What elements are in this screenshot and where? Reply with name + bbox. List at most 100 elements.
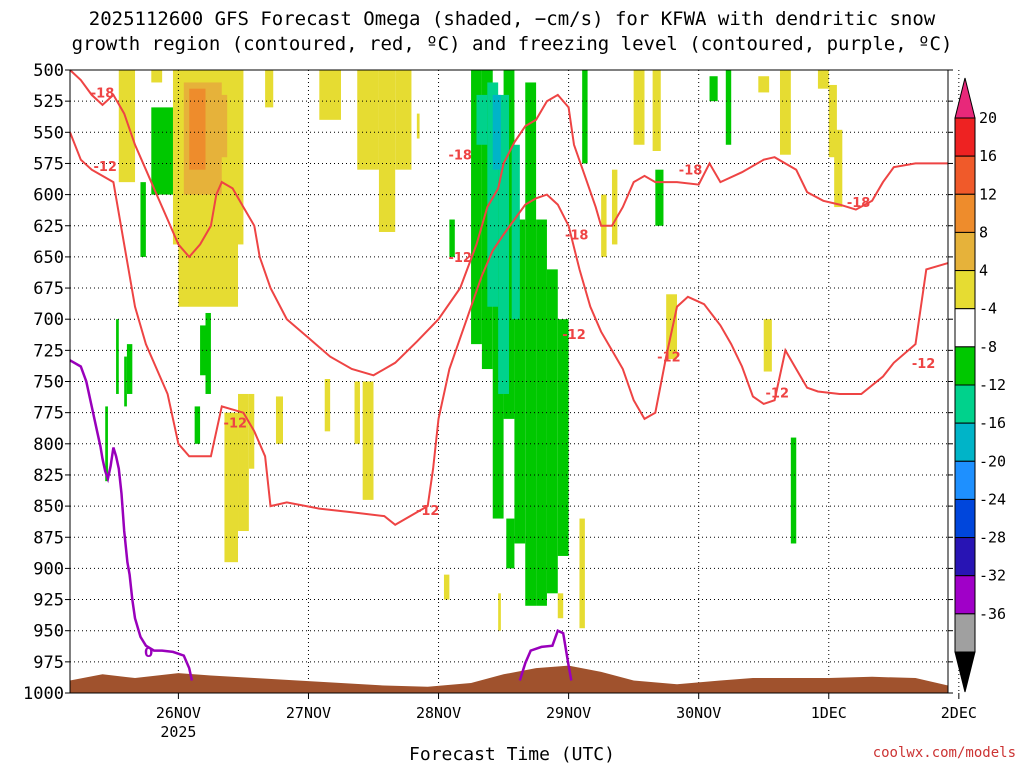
omega-shade-cell xyxy=(579,518,585,629)
colorbar-swatch xyxy=(954,460,976,500)
dgz-contour-line xyxy=(69,69,948,377)
omega-shade-cell xyxy=(557,319,569,556)
contour-label-red: -18 xyxy=(565,228,589,243)
y-tick-label: 600 xyxy=(33,186,64,206)
contour-label-red: -18 xyxy=(91,86,115,101)
x-axis-label: Forecast Time (UTC) xyxy=(409,744,615,765)
colorbar-swatch xyxy=(954,384,976,424)
y-tick-label: 675 xyxy=(33,279,64,299)
omega-shade-cell xyxy=(476,94,488,145)
omega-shade-cell xyxy=(443,574,450,600)
y-tick-labels: 500 525 550 575 600 625 650 675 700 725 750 775 800 8… xyxy=(23,61,953,704)
omega-shade-cell xyxy=(779,70,791,155)
freezing-level-line xyxy=(518,628,573,681)
colorbar: 20 16 12 8 4 -4 -8 -12 -16 -20 -24 -28 -32 -36 xyxy=(954,77,1006,693)
omega-shade-cell xyxy=(471,70,482,345)
omega-shading-layer xyxy=(105,70,843,631)
omega-shade-cell xyxy=(275,396,283,444)
omega-shade-cell xyxy=(151,107,173,195)
omega-shade-cell xyxy=(378,70,396,232)
y-tick-label: 725 xyxy=(33,341,64,361)
colorbar-label: 4 xyxy=(979,262,988,280)
y-tick-label: 950 xyxy=(33,622,64,642)
colorbar-swatch xyxy=(954,575,976,615)
omega-shade-cell xyxy=(140,182,146,257)
omega-shade-cell xyxy=(395,70,412,170)
x-tick-label: 1DEC xyxy=(811,704,847,722)
credit-text: coolwx.com/models xyxy=(872,745,1016,761)
omega-shade-cell xyxy=(151,70,163,83)
colorbar-label: -24 xyxy=(979,490,1006,508)
omega-shade-cell xyxy=(506,518,515,569)
chart-title-line1: 2025112600 GFS Forecast Omega (shaded, −… xyxy=(88,8,936,30)
colorbar-label: -12 xyxy=(979,376,1006,394)
omega-shade-cell xyxy=(354,381,360,444)
y-tick-label: 525 xyxy=(33,92,64,112)
colorbar-swatch xyxy=(954,117,976,157)
colorbar-label: 20 xyxy=(979,109,997,127)
chart-title-line2: growth region (contoured, red, ºC) and f… xyxy=(71,33,953,55)
colorbar-swatch xyxy=(954,613,976,653)
y-tick-label: 775 xyxy=(33,404,64,424)
y-tick-label: 850 xyxy=(33,497,64,517)
omega-shade-cell xyxy=(557,593,564,619)
y-tick-label: 900 xyxy=(33,559,64,579)
omega-shade-cell xyxy=(546,269,558,594)
x-tick-label: 2DEC xyxy=(941,704,977,722)
omega-shade-cell xyxy=(265,70,274,108)
omega-shade-cell xyxy=(210,94,228,158)
colorbar-label: -36 xyxy=(979,605,1006,623)
omega-shade-cell xyxy=(116,319,119,394)
colorbar-swatch xyxy=(954,422,976,462)
contour-label-red: -12 xyxy=(912,357,936,372)
omega-shade-cell xyxy=(118,70,136,183)
omega-shade-cell xyxy=(652,70,661,151)
contour-label-red: -12 xyxy=(562,328,586,343)
omega-shade-cell xyxy=(790,437,797,544)
contour-label-red: -18 xyxy=(679,164,703,179)
contour-layer xyxy=(69,69,949,681)
omega-shade-cell xyxy=(763,319,772,372)
omega-shade-cell xyxy=(248,393,255,469)
omega-shade-cell xyxy=(449,219,455,257)
contour-label-red: -18 xyxy=(448,149,472,164)
colorbar-label: 8 xyxy=(979,223,988,241)
omega-shade-cell xyxy=(709,76,718,102)
omega-shade-cell xyxy=(319,70,341,120)
contour-label-red: -12 xyxy=(448,251,472,266)
omega-shade-cell xyxy=(416,113,420,139)
y-tick-label: 500 xyxy=(33,61,64,81)
omega-shade-cell xyxy=(666,294,678,360)
omega-shade-cell xyxy=(498,593,501,631)
omega-shade-cell xyxy=(362,381,374,500)
omega-shade-cell xyxy=(655,169,664,226)
contour-label-red: -12 xyxy=(224,417,248,432)
y-tick-label: 550 xyxy=(33,123,64,143)
y-tick-label: 925 xyxy=(33,591,64,611)
colorbar-swatch xyxy=(954,346,976,386)
colorbar-label: -8 xyxy=(979,338,997,356)
colorbar-swatch xyxy=(954,270,976,310)
contour-label-red: -18 xyxy=(847,196,871,211)
omega-shade-cell xyxy=(611,169,618,245)
omega-shade-cell xyxy=(498,94,509,394)
colorbar-swatch xyxy=(954,193,976,233)
x-year-label: 2025 xyxy=(160,723,196,741)
colorbar-bottom-arrow xyxy=(954,651,976,693)
colorbar-label: -4 xyxy=(979,300,997,318)
y-tick-label: 700 xyxy=(33,310,64,330)
colorbar-label: -20 xyxy=(979,452,1006,470)
y-tick-label: 800 xyxy=(33,435,64,455)
omega-shade-cell xyxy=(324,379,331,432)
contour-label-purple: 0 xyxy=(144,646,153,661)
y-tick-label: 575 xyxy=(33,154,64,174)
colorbar-label: 12 xyxy=(979,185,997,203)
omega-shade-cell xyxy=(194,406,201,444)
omega-shade-cell xyxy=(189,88,206,170)
omega-shade-cell xyxy=(487,82,499,307)
y-tick-label: 750 xyxy=(33,373,64,393)
omega-shade-cell xyxy=(828,84,837,158)
y-tick-label: 650 xyxy=(33,248,64,268)
dgz-contour-line xyxy=(69,131,949,527)
